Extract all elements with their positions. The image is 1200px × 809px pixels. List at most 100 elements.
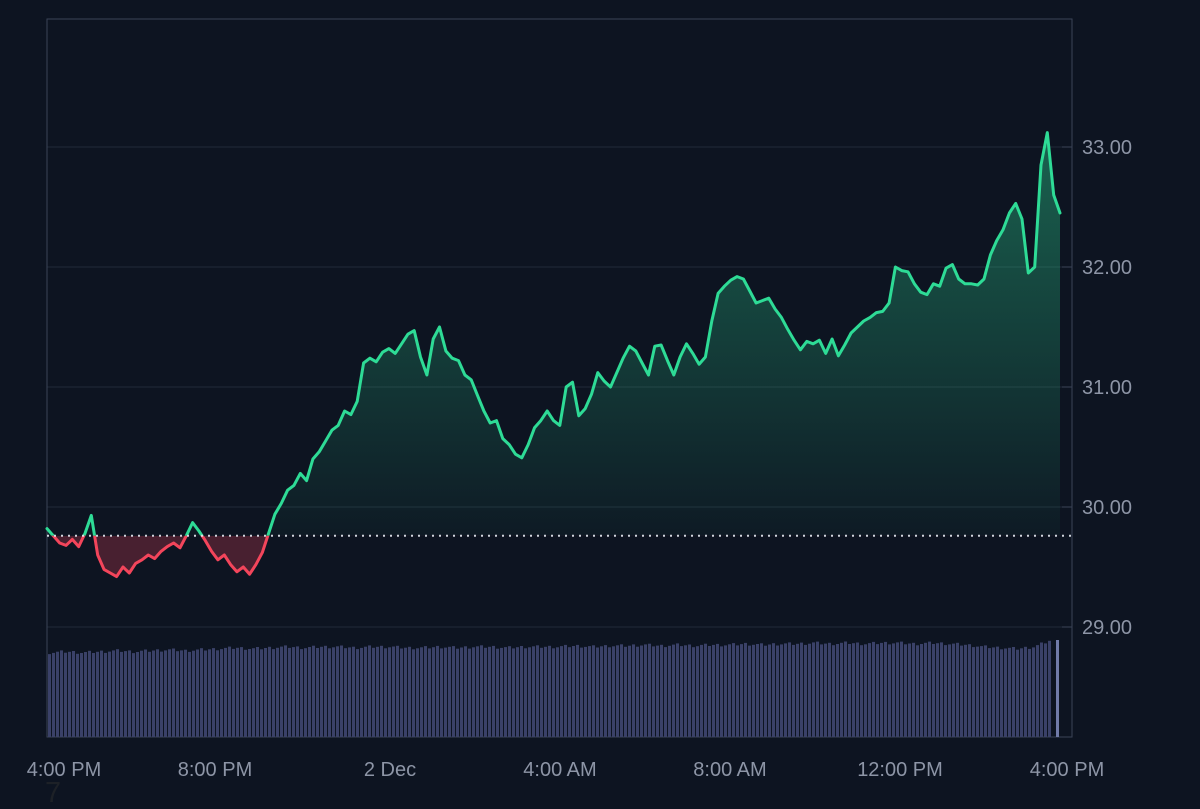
volume-bar: [784, 643, 787, 737]
x-tick-label: 12:00 PM: [857, 759, 943, 781]
volume-bar: [388, 647, 391, 737]
volume-bar: [76, 653, 79, 737]
volume-bar: [420, 647, 423, 737]
volume-bar: [444, 647, 447, 737]
price-line-down: [51, 535, 270, 579]
volume-bar: [668, 645, 671, 737]
volume-bar: [192, 650, 195, 737]
volume-bar: [1024, 646, 1027, 737]
volume-bar: [276, 647, 279, 737]
volume-bar: [348, 647, 351, 737]
volume-bar: [424, 646, 427, 737]
volume-bar: [572, 646, 575, 737]
volume-bar: [592, 645, 595, 737]
volume-bar: [156, 649, 159, 737]
volume-bar: [976, 646, 979, 737]
volume-bar: [700, 644, 703, 737]
volume-bar: [468, 648, 471, 737]
volume-bar: [748, 645, 751, 737]
volume-bar: [404, 647, 407, 737]
volume-bar: [996, 646, 999, 737]
volume-bar: [884, 641, 887, 737]
volume-bar: [892, 643, 895, 737]
volume-bar: [536, 645, 539, 737]
volume-bar: [984, 645, 987, 737]
volume-bar: [200, 648, 203, 737]
volume-bar: [636, 646, 639, 737]
volume-bar: [100, 650, 103, 737]
volume-bar: [448, 646, 451, 737]
volume-bar: [640, 645, 643, 737]
volume-bar: [416, 648, 419, 737]
volume-bar: [964, 644, 967, 737]
y-tick-label: 30.00: [1082, 497, 1132, 519]
volume-bar: [52, 652, 55, 737]
x-tick-label: 8:00 AM: [693, 759, 766, 781]
volume-bar: [356, 649, 359, 737]
volume-bar: [776, 645, 779, 737]
volume-bar: [840, 642, 843, 737]
volume-bar: [300, 649, 303, 737]
y-tick-label: 29.00: [1082, 617, 1132, 639]
volume-bar: [464, 646, 467, 737]
volume-bar: [736, 645, 739, 737]
y-axis-labels: 33.00 32.00 31.00 30.00 29.00: [1082, 137, 1132, 639]
volume-bar: [848, 644, 851, 737]
volume-bar: [88, 650, 91, 737]
volume-bar: [340, 645, 343, 737]
volume-bar: [496, 648, 499, 737]
volume-bar: [824, 643, 827, 737]
volume-bar: [920, 644, 923, 737]
volume-bar: [364, 646, 367, 737]
volume-bar: [196, 649, 199, 737]
x-tick-label: 4:00 PM: [1030, 759, 1104, 781]
volume-bar: [584, 646, 587, 737]
volume-bar: [1020, 648, 1023, 737]
volume-bar: [132, 653, 135, 737]
volume-bar: [588, 646, 591, 737]
volume-bar: [376, 646, 379, 737]
volume-bar: [436, 645, 439, 737]
volume-bar: [264, 648, 267, 737]
volume-bar: [64, 652, 67, 737]
volume-bar: [208, 649, 211, 737]
volume-bar: [856, 642, 859, 737]
volume-bar: [944, 645, 947, 737]
volume-bar: [768, 644, 771, 737]
volume-bar: [396, 645, 399, 737]
volume-bar: [756, 644, 759, 737]
volume-bar: [1032, 647, 1035, 737]
volume-bar: [516, 647, 519, 737]
volume-bar: [1048, 640, 1051, 737]
volume-bar: [92, 653, 95, 737]
volume-bar: [660, 644, 663, 737]
volume-bar: [604, 645, 607, 737]
x-tick-label: 2 Dec: [364, 759, 416, 781]
volume-bar: [940, 642, 943, 737]
volume-bar: [812, 642, 815, 737]
volume-bar: [72, 651, 75, 737]
volume-bar: [168, 649, 171, 737]
volume-bar: [140, 650, 143, 737]
volume-bar: [868, 643, 871, 737]
volume-bar: [520, 646, 523, 737]
y-tick-label: 32.00: [1082, 257, 1132, 279]
volume-bar: [720, 646, 723, 737]
volume-bar: [172, 648, 175, 737]
volume-bar: [460, 647, 463, 737]
volume-bar: [552, 648, 555, 737]
volume-bar: [796, 643, 799, 737]
volume-bar: [240, 647, 243, 737]
volume-bar: [820, 644, 823, 737]
volume-bar: [704, 643, 707, 737]
volume-bar: [128, 650, 131, 737]
volume-bar: [1004, 648, 1007, 737]
volume-bar: [928, 641, 931, 737]
volume-bar: [248, 649, 251, 737]
volume-bar: [888, 644, 891, 737]
volume-bar: [548, 645, 551, 737]
volume-bar: [372, 647, 375, 737]
price-line-up: [45, 131, 1062, 536]
volume-bar: [916, 645, 919, 737]
volume-bar: [688, 644, 691, 737]
